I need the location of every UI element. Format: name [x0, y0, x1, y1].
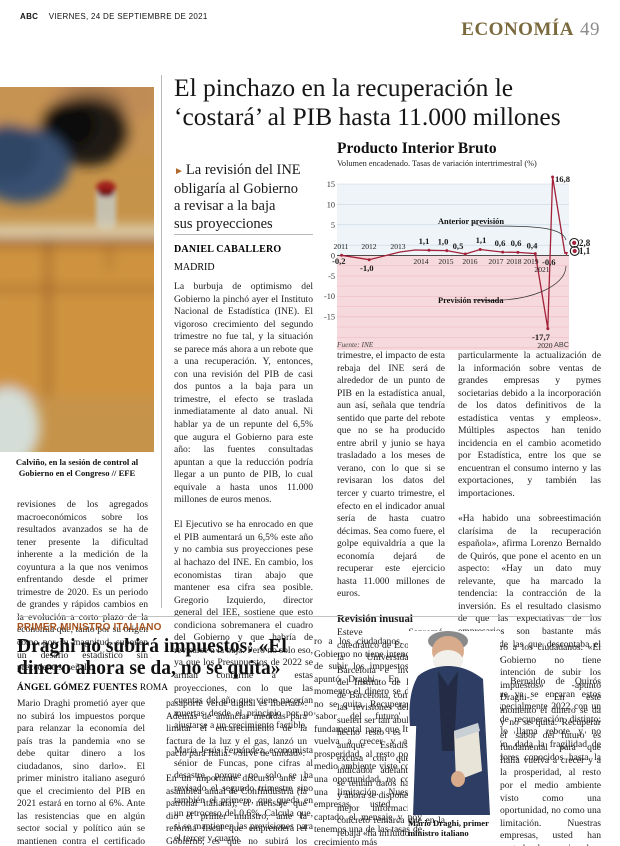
svg-text:2021: 2021 [534, 265, 549, 274]
svg-text:0,5: 0,5 [453, 241, 464, 251]
svg-text:2013: 2013 [390, 242, 405, 251]
svg-text:2016: 2016 [462, 257, 477, 266]
svg-text:2015: 2015 [438, 257, 453, 266]
svg-text:10: 10 [327, 200, 335, 209]
svg-text:15: 15 [327, 180, 335, 189]
svg-text:2011: 2011 [334, 242, 349, 251]
svg-text:2020: 2020 [537, 341, 552, 350]
svg-text:0,6: 0,6 [511, 238, 522, 248]
svg-text:Previsión revisada: Previsión revisada [438, 296, 504, 305]
svg-text:Anterior previsión: Anterior previsión [438, 217, 504, 226]
svg-text:-15: -15 [324, 313, 335, 322]
svg-text:2012: 2012 [361, 242, 376, 251]
svg-text:-0,2: -0,2 [332, 256, 346, 266]
svg-text:16,8: 16,8 [555, 174, 571, 184]
svg-text:5: 5 [331, 221, 335, 230]
svg-text:1,1: 1,1 [579, 246, 591, 256]
svg-text:0,4: 0,4 [527, 241, 538, 251]
svg-text:1,1: 1,1 [476, 235, 487, 245]
svg-text:0,6: 0,6 [495, 238, 506, 248]
svg-text:1,1: 1,1 [419, 236, 430, 246]
svg-text:2014: 2014 [413, 257, 428, 266]
svg-text:ABC: ABC [554, 340, 569, 349]
svg-text:2017: 2017 [488, 257, 503, 266]
svg-text:1,0: 1,0 [438, 237, 449, 247]
svg-text:-10: -10 [324, 292, 335, 301]
svg-text:Fuente: INE: Fuente: INE [336, 340, 374, 349]
svg-text:-5: -5 [328, 272, 335, 281]
svg-text:2018: 2018 [506, 257, 521, 266]
svg-text:-1,0: -1,0 [360, 263, 374, 273]
